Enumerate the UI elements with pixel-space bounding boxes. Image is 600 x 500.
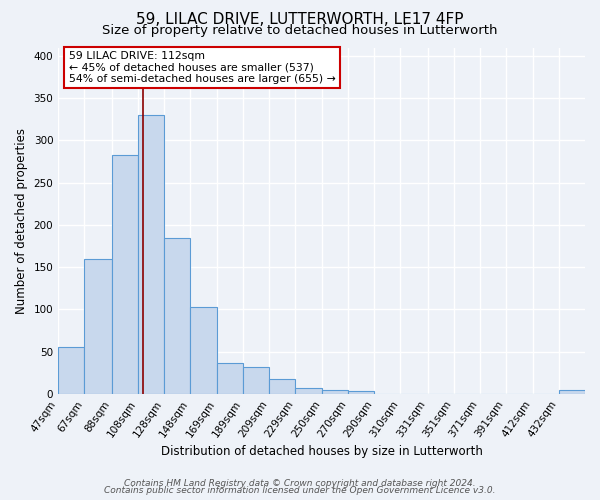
Text: Size of property relative to detached houses in Lutterworth: Size of property relative to detached ho… [102,24,498,37]
Bar [243,367,269,394]
Bar [58,348,84,394]
Text: Contains public sector information licensed under the Open Government Licence v3: Contains public sector information licen… [104,486,496,495]
Text: 59, LILAC DRIVE, LUTTERWORTH, LE17 4FP: 59, LILAC DRIVE, LUTTERWORTH, LE17 4FP [136,12,464,28]
Bar [112,155,137,394]
Bar [322,390,348,394]
Text: Contains HM Land Registry data © Crown copyright and database right 2024.: Contains HM Land Registry data © Crown c… [124,478,476,488]
Bar [559,390,585,394]
Bar [190,307,217,394]
Bar [217,362,243,394]
Bar [295,388,322,394]
Bar [164,238,190,394]
X-axis label: Distribution of detached houses by size in Lutterworth: Distribution of detached houses by size … [161,444,482,458]
Bar [137,115,164,394]
Bar [269,378,295,394]
Bar [84,258,112,394]
Text: 59 LILAC DRIVE: 112sqm
← 45% of detached houses are smaller (537)
54% of semi-de: 59 LILAC DRIVE: 112sqm ← 45% of detached… [69,51,335,84]
Bar [348,392,374,394]
Y-axis label: Number of detached properties: Number of detached properties [15,128,28,314]
